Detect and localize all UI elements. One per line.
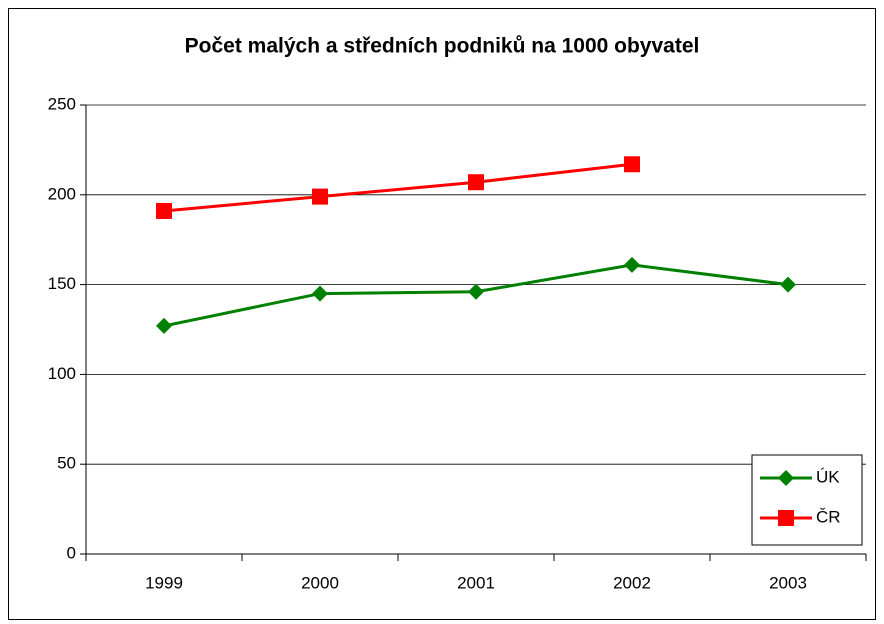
marker bbox=[624, 256, 640, 273]
y-tick-label: 50 bbox=[57, 454, 76, 473]
y-tick-label: 250 bbox=[48, 94, 76, 113]
y-tick-label: 150 bbox=[48, 274, 76, 293]
x-tick-label: 2001 bbox=[457, 573, 495, 592]
x-tick-label: 2003 bbox=[769, 573, 807, 592]
marker bbox=[778, 470, 794, 486]
marker bbox=[468, 283, 484, 300]
x-tick-label: 1999 bbox=[145, 573, 183, 592]
marker bbox=[156, 202, 172, 219]
marker bbox=[156, 317, 172, 334]
marker bbox=[312, 285, 328, 302]
y-tick-label: 200 bbox=[48, 184, 76, 203]
marker bbox=[312, 188, 328, 205]
marker bbox=[780, 276, 796, 293]
x-tick-label: 2002 bbox=[613, 573, 651, 592]
chart-border bbox=[8, 8, 876, 620]
legend-box bbox=[751, 454, 863, 546]
series-line bbox=[163, 162, 633, 213]
marker bbox=[778, 510, 794, 526]
y-tick-label: 100 bbox=[48, 364, 76, 383]
y-tick-label: 0 bbox=[67, 543, 76, 562]
x-tick-label: 2000 bbox=[301, 573, 339, 592]
legend-label: ÚK bbox=[816, 467, 840, 486]
legend-label: ČR bbox=[816, 507, 841, 526]
chart-title: Počet malých a středních podniků na 1000… bbox=[185, 35, 700, 58]
marker bbox=[468, 174, 484, 191]
marker bbox=[624, 156, 640, 173]
